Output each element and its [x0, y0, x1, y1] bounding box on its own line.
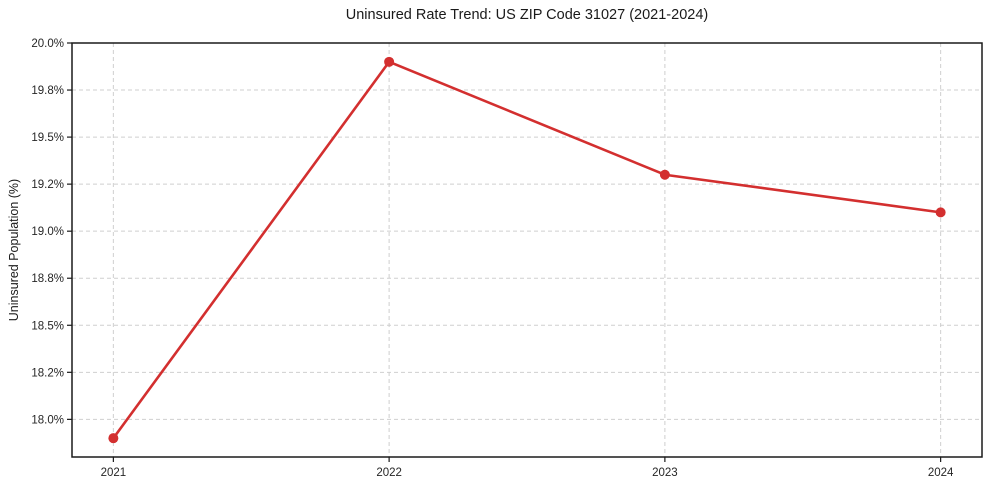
y-tick-label: 19.2% [31, 179, 64, 191]
data-point-marker [659, 169, 670, 180]
y-tick-label: 18.2% [31, 367, 64, 379]
y-axis-label: Uninsured Population (%) [7, 178, 21, 322]
axes-frame [71, 42, 983, 458]
trend-line [112, 60, 942, 440]
x-tick-label: 2024 [928, 467, 954, 479]
y-tick-label: 19.8% [31, 85, 64, 97]
y-tick-label: 19.0% [31, 226, 64, 238]
data-point-marker [935, 207, 946, 218]
y-tick-label: 18.8% [31, 273, 64, 285]
x-tick-label: 2021 [101, 467, 127, 479]
chart-title: Uninsured Rate Trend: US ZIP Code 31027 … [345, 7, 709, 23]
data-point-marker [108, 433, 119, 444]
y-tick-label: 18.5% [31, 320, 64, 332]
y-tick-label: 20.0% [31, 38, 64, 50]
y-tick-label: 18.0% [31, 414, 64, 426]
x-tick-label: 2022 [376, 467, 402, 479]
data-point-marker [384, 56, 395, 67]
x-tick-label: 2023 [652, 467, 678, 479]
y-tick-label: 19.5% [31, 132, 64, 144]
